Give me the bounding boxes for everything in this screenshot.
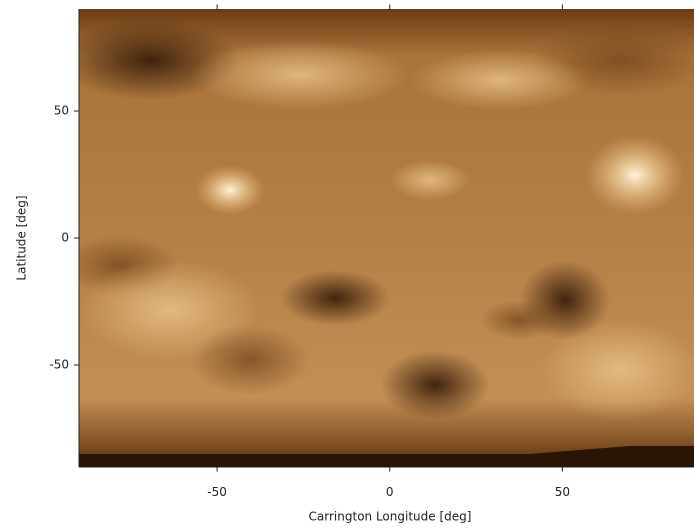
y-tick-label: 0: [61, 231, 69, 245]
y-axis-label: Latitude [deg]: [15, 195, 29, 280]
x-axis-label: Carrington Longitude [deg]: [309, 510, 472, 524]
x-tick-label: 50: [555, 485, 570, 499]
x-tick-label: 0: [386, 485, 394, 499]
y-tick-label: 50: [54, 104, 69, 118]
y-tick-label: -50: [49, 358, 69, 372]
x-tick-label: -50: [207, 485, 227, 499]
solar-map: [60, 9, 694, 467]
chart: Carrington Longitude [deg] Latitude [deg…: [0, 0, 694, 528]
